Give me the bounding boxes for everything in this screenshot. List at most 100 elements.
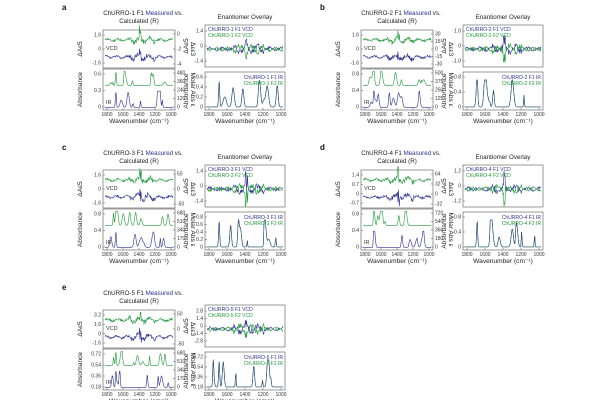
ir-left-tick-label: 0 xyxy=(356,105,359,111)
overlay-ir-tick-label: 0.2 xyxy=(196,237,203,243)
overlay-ir-tick-label: 0 xyxy=(458,105,461,111)
overlay-xtick-label: 1800 xyxy=(461,252,472,258)
overlay-xtick-label: 1200 xyxy=(257,112,268,118)
left-xtick-label: 1400 xyxy=(391,252,402,258)
vcd-right-tick-label: 0 xyxy=(177,32,180,38)
left-xtick-label: 1400 xyxy=(133,252,144,258)
overlay-xtick-label: 1800 xyxy=(203,112,214,118)
ir-right-tick-label: 540 xyxy=(435,219,444,225)
overlay-xtick-label: 1800 xyxy=(203,392,214,398)
left-xtick-label: 1800 xyxy=(101,112,112,118)
overlay-ir-tick-label: 0.72 xyxy=(193,355,203,361)
ir-left-tick-label: 0.18 xyxy=(91,385,101,391)
enantiomer-overlay-chart: Enantiomer Overlay ChURRO-4 F1 VCD ChURRO-… xyxy=(441,154,545,265)
ir-right-tick-label: 360 xyxy=(177,79,186,85)
left-xtick-label: 1000 xyxy=(423,112,434,118)
overlay-ir-tick-label: 0.6 xyxy=(196,222,203,228)
ir-f1-series xyxy=(207,79,283,108)
x-axis-title: Wavenumber (cm⁻¹) xyxy=(367,258,427,265)
vcd-label: VCD xyxy=(106,46,118,52)
vcd-measured-series xyxy=(362,189,432,207)
ir-label: IR xyxy=(364,100,370,106)
ir-measured-series xyxy=(105,90,173,108)
left-xtick-label: 1800 xyxy=(101,252,112,258)
ir-left-axis-title: Absorbance xyxy=(77,72,84,108)
panel-letter: e xyxy=(62,283,67,292)
overlay-title: Enantiomer Overlay xyxy=(218,154,274,161)
left-xtick-label: 1800 xyxy=(359,112,370,118)
overlay-vcd-axis-title: ΔAε5 xyxy=(441,178,448,194)
ir-right-tick-label: 0 xyxy=(435,105,438,111)
overlay-xtick-label: 1200 xyxy=(257,392,268,398)
legend-ir-f2: ChURRO-5 F2 IR xyxy=(244,361,284,367)
ir-calculated-series xyxy=(363,211,431,226)
overlay-ir-tick-label: 0.4 xyxy=(454,230,461,236)
left-xtick-label: 1200 xyxy=(149,112,160,118)
overlay-ir-tick-label: 0.4 xyxy=(196,85,203,91)
legend-vcd-f2: ChURRO-2 F2 VCD xyxy=(466,33,511,39)
title-calculated: Calculated (R) xyxy=(119,298,159,305)
ir-left-tick-label: 0.4 xyxy=(94,228,101,234)
overlay-title: Enantiomer Overlay xyxy=(476,154,532,161)
overlay-ir-axis-title: Absorbance xyxy=(441,213,448,249)
ir-left-tick-label: 0.8 xyxy=(352,72,359,78)
ir-left-tick-label: 0 xyxy=(356,245,359,251)
vcd-f1-series xyxy=(464,35,542,55)
vcd-f1-series xyxy=(206,320,284,335)
legend-vcd-f2: ChURRO-1 F2 VCD xyxy=(208,33,253,39)
ir-left-tick-label: 0.8 xyxy=(352,212,359,218)
overlay-vcd-tick-label: -1.4 xyxy=(194,199,203,205)
vcd-calculated-series xyxy=(362,30,432,45)
ir-left-tick-label: 0.6 xyxy=(94,72,101,78)
ir-frame xyxy=(360,68,434,111)
vcd-left-tick-label: 0.7 xyxy=(352,182,359,188)
ir-right-tick-label: 480 xyxy=(177,71,186,77)
left-xtick-label: 1400 xyxy=(133,392,144,398)
ir-left-axis-title: Absorbance xyxy=(335,212,342,248)
legend-ir-f2: ChURRO-4 F2 IR xyxy=(502,221,542,227)
overlay-x-axis-title: Wavenumber (cm⁻¹) xyxy=(473,118,533,125)
vcd-right-axis-title: Δεε3 xyxy=(189,322,196,336)
overlay-xtick-label: 1400 xyxy=(497,252,508,258)
left-xtick-label: 1600 xyxy=(375,112,386,118)
ir-right-tick-label: 125 xyxy=(435,96,444,102)
vcd-left-axis-title: ΔAε5 xyxy=(335,41,342,57)
chart-title: ChURRO-3 F1 Measured vs. xyxy=(103,150,183,157)
vcd-label: VCD xyxy=(364,46,376,52)
vcd-f2-series xyxy=(206,323,284,338)
overlay-vcd-tick-label: 0 xyxy=(458,44,461,50)
x-axis-title: Wavenumber (cm⁻¹) xyxy=(109,118,169,125)
overlay-xtick-label: 1000 xyxy=(275,252,286,258)
overlay-xtick-label: 1000 xyxy=(533,112,544,118)
overlay-x-axis-title: Wavenumber (cm⁻¹) xyxy=(473,258,533,265)
vcd-right-tick-label: 0 xyxy=(435,192,438,198)
overlay-ir-axis-title: Absorbance xyxy=(441,73,448,109)
legend-vcd-f1: ChURRO-4 F1 VCD xyxy=(466,167,511,173)
overlay-ir-tick-label: 0.8 xyxy=(196,215,203,221)
ir-left-tick-label: 0.54 xyxy=(91,363,101,369)
vcd-left-tick-label: -1.6 xyxy=(350,61,359,67)
left-xtick-label: 1600 xyxy=(117,252,128,258)
overlay-xtick-label: 1400 xyxy=(497,112,508,118)
measured-vs-calculated-chart: ChURRO-3 F1 Measured vs.Calculated (R)VC… xyxy=(77,150,196,265)
title-prefix: ChURRO-4 F1 xyxy=(361,150,403,157)
overlay-xtick-label: 1600 xyxy=(479,252,490,258)
vcd-right-tick-label: -4 xyxy=(177,62,182,68)
vcd-label: VCD xyxy=(364,186,376,192)
overlay-ir-frame xyxy=(204,211,286,251)
overlay-vcd-tick-label: -1.4 xyxy=(194,59,203,65)
vcd-right-tick-label: 50 xyxy=(177,172,183,178)
overlay-vcd-tick-label: 0 xyxy=(200,324,203,330)
overlay-vcd-tick-label: 0 xyxy=(200,184,203,190)
left-xtick-label: 1400 xyxy=(391,112,402,118)
measured-vs-calculated-chart: ChURRO-4 F1 Measured vs.Calculated (R)VC… xyxy=(335,150,454,265)
legend-vcd-f1: ChURRO-3 F1 VCD xyxy=(208,167,253,173)
ir-right-tick-label: 0 xyxy=(435,245,438,251)
panel-letter: a xyxy=(62,3,67,12)
overlay-xtick-label: 1200 xyxy=(515,112,526,118)
panel-letter: c xyxy=(62,143,67,152)
vcd-right-tick-label: 64 xyxy=(435,172,441,178)
